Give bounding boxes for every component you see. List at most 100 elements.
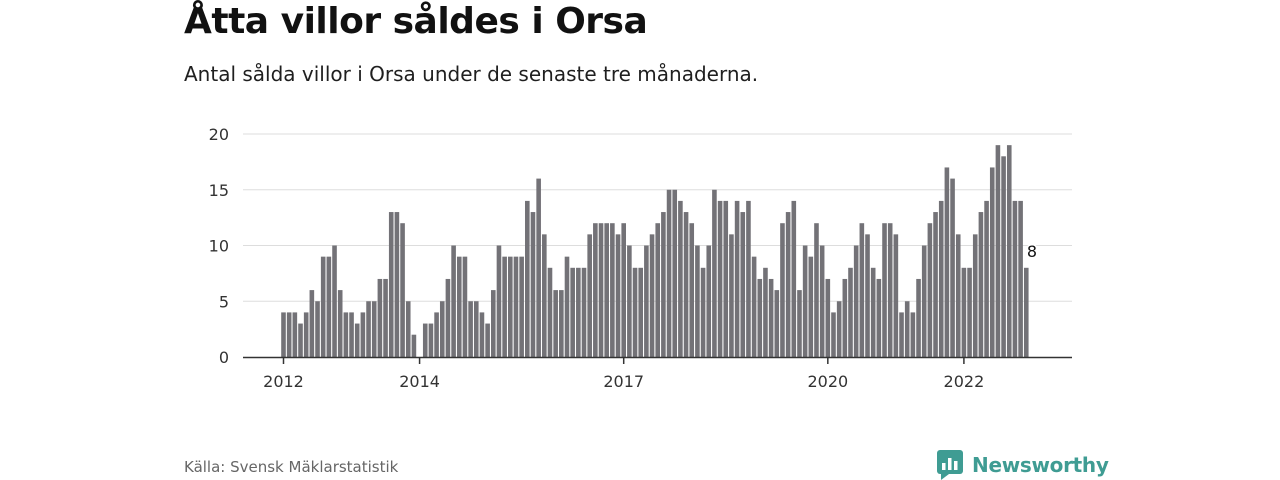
chart-title: Åtta villor såldes i Orsa <box>184 1 648 42</box>
bar <box>729 234 734 357</box>
bar <box>428 323 434 357</box>
bar <box>513 256 519 357</box>
bar <box>853 245 859 357</box>
bar <box>564 256 570 357</box>
bar <box>984 200 989 357</box>
bar <box>422 323 428 357</box>
bar <box>887 223 893 357</box>
bar <box>343 312 349 357</box>
bar <box>587 234 592 357</box>
bar <box>632 267 638 357</box>
bar <box>661 212 666 357</box>
bar <box>553 290 558 357</box>
bar <box>581 267 587 357</box>
bar <box>439 301 445 357</box>
bar <box>751 256 757 357</box>
bar <box>978 212 984 357</box>
bar-series <box>281 145 1029 357</box>
bar <box>530 212 536 357</box>
bar <box>337 290 343 357</box>
y-tick-label: 15 <box>209 181 229 200</box>
bar <box>1023 267 1029 357</box>
y-tick-label: 20 <box>209 125 229 144</box>
bar <box>763 267 768 357</box>
bar <box>598 223 604 357</box>
bar <box>434 312 439 357</box>
bar <box>655 223 661 357</box>
bar <box>814 223 819 357</box>
bar <box>955 234 961 357</box>
bar <box>831 312 836 357</box>
bar <box>570 267 575 357</box>
bar <box>525 200 530 357</box>
bar <box>320 256 326 357</box>
bar <box>989 167 995 357</box>
bar <box>547 267 553 357</box>
newsworthy-logo-icon <box>937 450 963 480</box>
bar <box>559 290 564 357</box>
bar <box>456 256 462 357</box>
bar <box>785 212 791 357</box>
bar <box>757 278 763 357</box>
bar <box>326 256 332 357</box>
bar <box>303 312 309 357</box>
bar <box>473 301 479 357</box>
bar <box>445 278 451 357</box>
bar <box>950 178 955 357</box>
bar <box>921 245 927 357</box>
bar <box>865 234 870 357</box>
y-tick-label: 5 <box>219 292 229 311</box>
bar <box>689 223 695 357</box>
bar <box>627 245 632 357</box>
bar <box>797 290 802 357</box>
bar <box>519 256 524 357</box>
bar <box>933 212 938 357</box>
bar <box>938 200 944 357</box>
brand-logo[interactable]: Newsworthy <box>937 450 1109 480</box>
bar <box>768 278 774 357</box>
bar <box>723 200 729 357</box>
bar <box>859 223 865 357</box>
bar <box>672 189 678 357</box>
bar <box>740 212 746 357</box>
bar <box>717 200 723 357</box>
bar <box>366 301 371 357</box>
bar <box>292 312 298 357</box>
bar <box>870 267 876 357</box>
bar <box>508 256 513 357</box>
bar <box>1012 200 1018 357</box>
highlight-data-label: 8 <box>1027 242 1037 261</box>
bar <box>802 245 808 357</box>
bar <box>485 323 490 357</box>
bar <box>961 267 967 357</box>
bar <box>615 234 621 357</box>
bar <box>910 312 916 357</box>
bar <box>468 301 473 357</box>
bar <box>383 278 388 357</box>
bar <box>593 223 598 357</box>
bar <box>281 312 286 357</box>
bar <box>774 290 780 357</box>
bar <box>394 212 400 357</box>
x-tick-label: 2022 <box>944 372 985 391</box>
bar <box>621 223 626 357</box>
bar <box>400 223 405 357</box>
bar <box>309 290 315 357</box>
bar <box>836 301 842 357</box>
bar <box>842 278 848 357</box>
bar <box>848 267 853 357</box>
bar <box>683 212 689 357</box>
x-tick-label: 2014 <box>399 372 440 391</box>
chart-subtitle: Antal sålda villor i Orsa under de senas… <box>184 62 759 86</box>
bar <box>638 267 644 357</box>
bar <box>371 301 377 357</box>
bar <box>377 278 383 357</box>
bar <box>610 223 615 357</box>
bar <box>354 323 360 357</box>
bar <box>360 312 366 357</box>
bar <box>972 234 978 357</box>
bar <box>479 312 485 357</box>
bar <box>332 245 337 357</box>
annotations: 8 <box>1025 240 1038 262</box>
bar <box>916 278 921 357</box>
